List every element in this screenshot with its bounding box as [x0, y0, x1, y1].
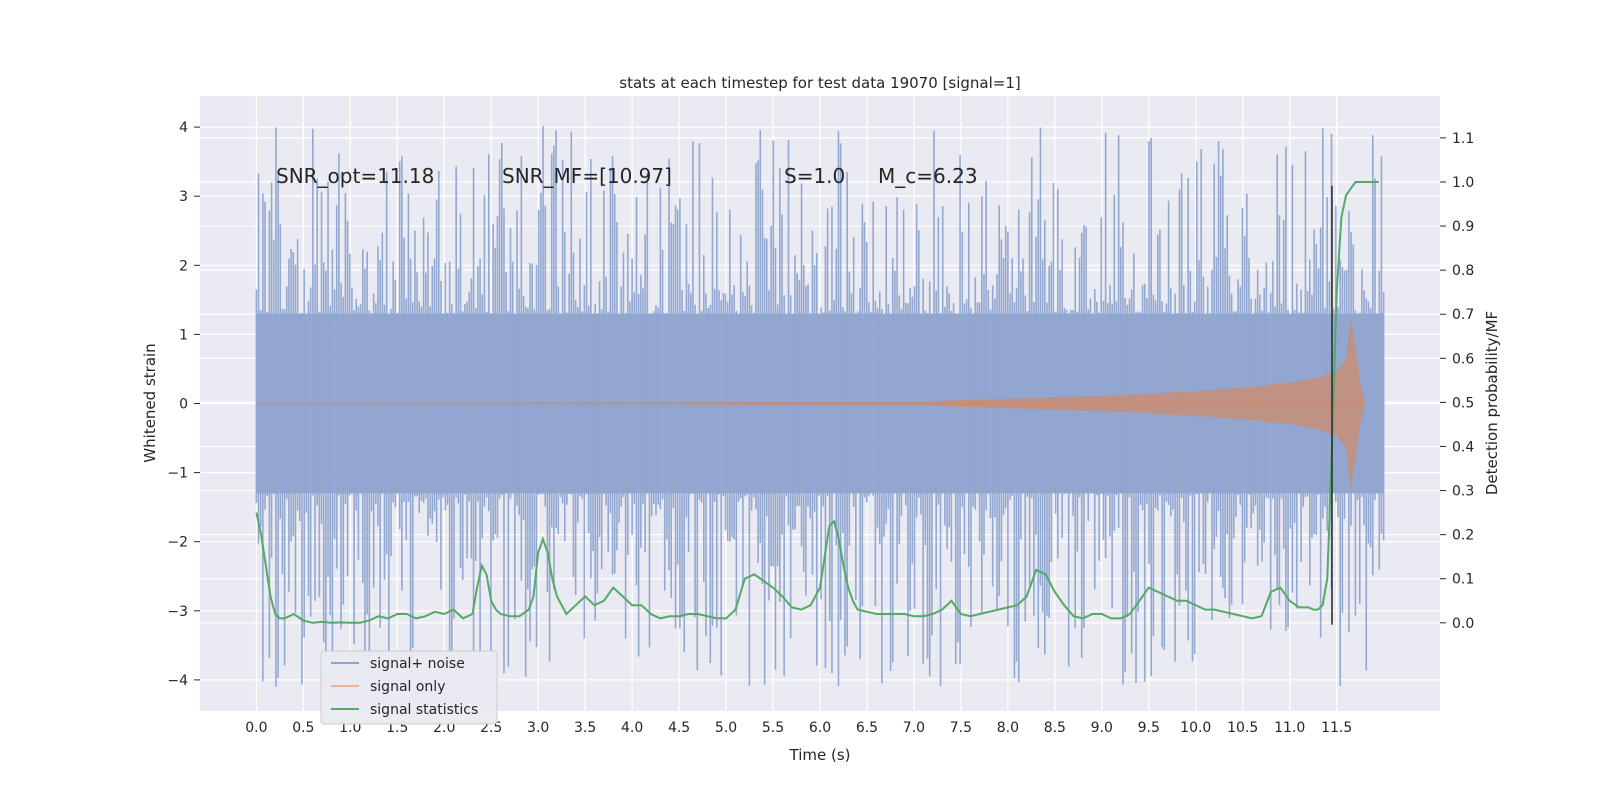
legend-label-stats: signal statistics — [370, 702, 478, 718]
annotation-snr-mf: SNR_MF=[10.97] — [502, 164, 672, 188]
x-tick-label: 5.0 — [715, 720, 737, 736]
annotation-s: S=1.0 — [784, 164, 845, 188]
y-tick-label: −4 — [167, 673, 188, 689]
x-tick-label: 11.5 — [1321, 720, 1352, 736]
y-tick-label: −1 — [167, 466, 188, 482]
x-tick-label: 4.5 — [668, 720, 690, 736]
y2-tick-label: 0.4 — [1452, 439, 1474, 455]
annotation-mc: M_c=6.23 — [878, 164, 978, 188]
y2-tick-label: 0.5 — [1452, 395, 1474, 411]
x-tick-label: 0.0 — [245, 720, 267, 736]
x-tick-label: 5.5 — [762, 720, 784, 736]
legend-box — [320, 650, 498, 725]
x-tick-label: 11.0 — [1274, 720, 1305, 736]
x-tick-label: 10.5 — [1227, 720, 1258, 736]
y2-tick-label: 0.7 — [1452, 307, 1474, 323]
y2-tick-label: 0.6 — [1452, 351, 1474, 367]
y-tick-label: 1 — [179, 327, 188, 343]
signal-statistics-line — [255, 181, 1379, 624]
chart-title: stats at each timestep for test data 190… — [619, 74, 1020, 92]
y-tick-label: 4 — [179, 120, 188, 136]
y-tick-label: −2 — [167, 535, 188, 551]
y2-tick-label: 0.8 — [1452, 263, 1474, 279]
legend-label-signal: signal only — [370, 679, 445, 695]
x-tick-label: 10.0 — [1180, 720, 1211, 736]
x-tick-label: 7.0 — [903, 720, 925, 736]
y2-tick-label: 1.0 — [1452, 175, 1474, 191]
x-tick-label: 6.0 — [809, 720, 831, 736]
y2-axis-label: Detection probability/MF — [1483, 311, 1501, 495]
y-axis-label: Whitened strain — [141, 343, 159, 462]
x-tick-label: 9.5 — [1138, 720, 1160, 736]
x-tick-label: 9.0 — [1091, 720, 1113, 736]
x-tick-label: 4.0 — [621, 720, 643, 736]
y-tick-label: 0 — [179, 397, 188, 413]
legend: signal+ noise signal only signal statist… — [320, 650, 498, 725]
signal-chirp-envelope — [256, 317, 1365, 490]
y2-tick-label: 0.0 — [1452, 616, 1474, 632]
x-tick-label: 8.0 — [997, 720, 1019, 736]
x-tick-label: 7.5 — [950, 720, 972, 736]
legend-label-noise: signal+ noise — [370, 656, 465, 672]
signal-statistics-series — [255, 181, 1379, 624]
y-tick-label: −3 — [167, 604, 188, 620]
x-tick-label: 0.5 — [292, 720, 314, 736]
y2-tick-label: 1.1 — [1452, 131, 1474, 147]
x-tick-label: 8.5 — [1044, 720, 1066, 736]
x-tick-label: 6.5 — [856, 720, 878, 736]
x-axis-label: Time (s) — [789, 746, 851, 764]
x-tick-label: 3.5 — [574, 720, 596, 736]
tick-labels: 0.0 0.5 1.0 1.5 2.0 2.5 3.0 3.5 4.0 4.5 5.0 5.5 6.0 6… — [167, 120, 1474, 736]
y2-tick-label: 0.2 — [1452, 528, 1474, 544]
y2-tick-label: 0.9 — [1452, 219, 1474, 235]
y-tick-label: 3 — [179, 189, 188, 205]
y2-tick-label: 0.3 — [1452, 484, 1474, 500]
x-tick-label: 3.0 — [527, 720, 549, 736]
y-tick-label: 2 — [179, 258, 188, 274]
signal-only-series — [256, 317, 1365, 490]
annotation-snr-opt: SNR_opt=11.18 — [276, 164, 434, 188]
y2-tick-label: 0.1 — [1452, 572, 1474, 588]
